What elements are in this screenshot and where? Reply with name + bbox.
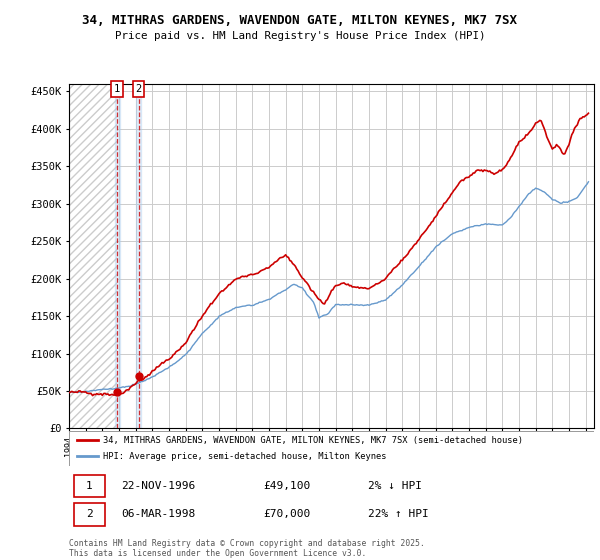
Bar bbox=[74, 503, 105, 526]
Text: 22% ↑ HPI: 22% ↑ HPI bbox=[368, 509, 429, 519]
Text: 2: 2 bbox=[136, 84, 142, 94]
Text: 2: 2 bbox=[86, 509, 93, 519]
Text: Price paid vs. HM Land Registry's House Price Index (HPI): Price paid vs. HM Land Registry's House … bbox=[115, 31, 485, 41]
Text: 1: 1 bbox=[86, 480, 93, 491]
Text: £70,000: £70,000 bbox=[263, 509, 311, 519]
Text: Contains HM Land Registry data © Crown copyright and database right 2025.
This d: Contains HM Land Registry data © Crown c… bbox=[69, 539, 425, 558]
Text: £49,100: £49,100 bbox=[263, 480, 311, 491]
Bar bbox=[74, 475, 105, 497]
Text: 2% ↓ HPI: 2% ↓ HPI bbox=[368, 480, 422, 491]
Text: 34, MITHRAS GARDENS, WAVENDON GATE, MILTON KEYNES, MK7 7SX (semi-detached house): 34, MITHRAS GARDENS, WAVENDON GATE, MILT… bbox=[103, 436, 523, 445]
Bar bbox=[136, 84, 141, 428]
Text: 1: 1 bbox=[114, 84, 120, 94]
Text: 06-MAR-1998: 06-MAR-1998 bbox=[121, 509, 196, 519]
Text: 34, MITHRAS GARDENS, WAVENDON GATE, MILTON KEYNES, MK7 7SX: 34, MITHRAS GARDENS, WAVENDON GATE, MILT… bbox=[83, 14, 517, 27]
Text: 22-NOV-1996: 22-NOV-1996 bbox=[121, 480, 196, 491]
Bar bbox=[69, 84, 117, 428]
Bar bbox=[115, 84, 119, 428]
Text: HPI: Average price, semi-detached house, Milton Keynes: HPI: Average price, semi-detached house,… bbox=[103, 452, 386, 461]
